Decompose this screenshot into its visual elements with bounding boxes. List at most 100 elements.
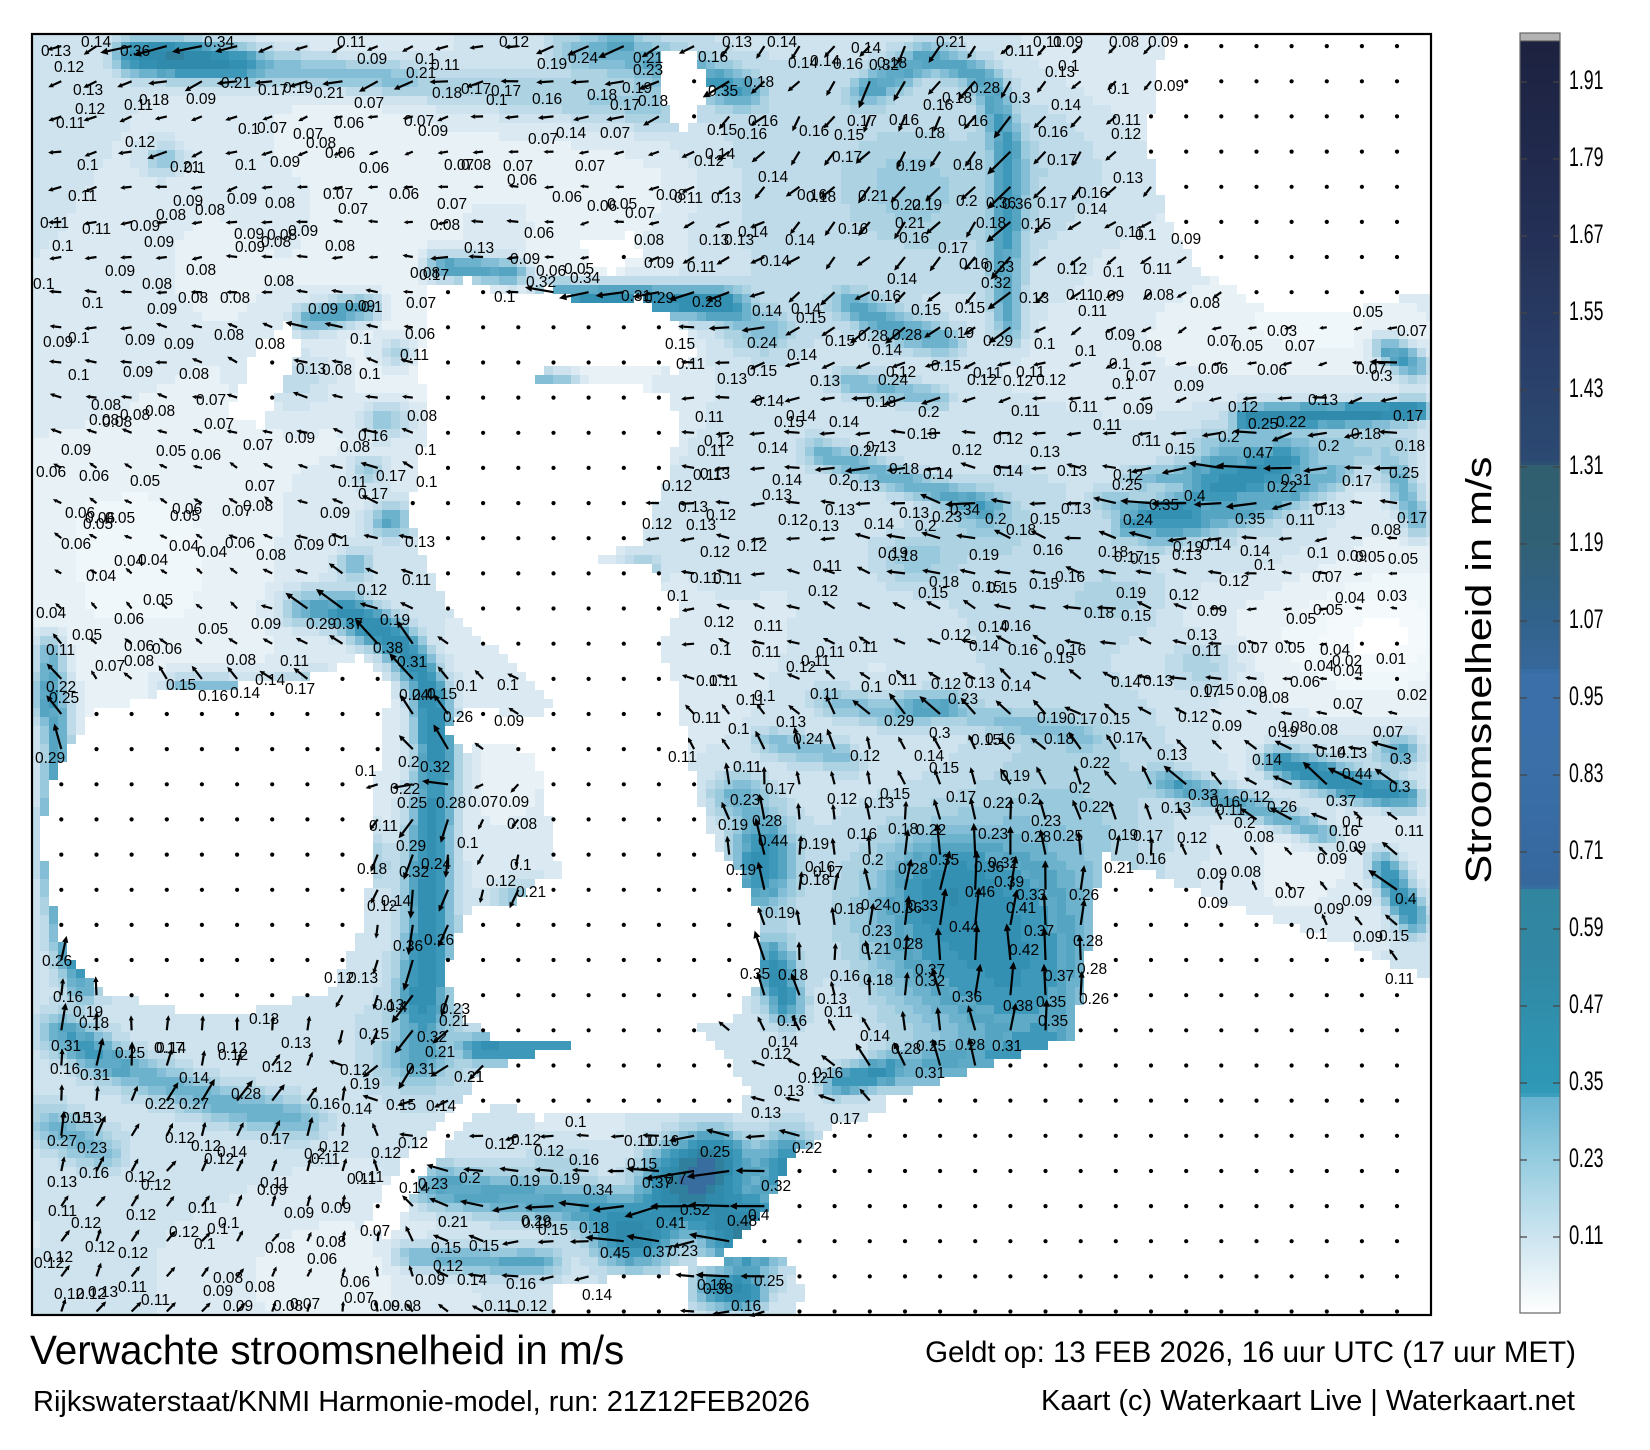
svg-text:0.09: 0.09 bbox=[418, 123, 448, 140]
svg-text:0.05: 0.05 bbox=[1233, 338, 1263, 355]
svg-text:0.22: 0.22 bbox=[1267, 479, 1297, 496]
svg-text:0.18: 0.18 bbox=[1044, 731, 1074, 748]
svg-text:0.08: 0.08 bbox=[156, 207, 186, 224]
svg-text:0.18: 0.18 bbox=[942, 90, 972, 107]
svg-text:0.08: 0.08 bbox=[634, 232, 664, 249]
svg-text:0.23: 0.23 bbox=[1569, 1143, 1604, 1173]
svg-text:0.13: 0.13 bbox=[776, 714, 806, 731]
svg-text:0.11: 0.11 bbox=[347, 1171, 376, 1188]
svg-text:0.59: 0.59 bbox=[1569, 912, 1604, 942]
svg-text:0.12: 0.12 bbox=[54, 1286, 84, 1303]
svg-text:0.4: 0.4 bbox=[748, 1207, 770, 1224]
svg-text:0.28: 0.28 bbox=[891, 1041, 921, 1058]
svg-text:0.1: 0.1 bbox=[184, 160, 206, 177]
svg-text:0.11: 0.11 bbox=[1112, 112, 1141, 129]
svg-text:0.17: 0.17 bbox=[260, 1131, 290, 1148]
svg-text:0.14: 0.14 bbox=[399, 1180, 430, 1197]
svg-text:0.05: 0.05 bbox=[607, 196, 637, 213]
svg-text:0.25: 0.25 bbox=[754, 1273, 784, 1290]
svg-text:0.15: 0.15 bbox=[1030, 511, 1060, 528]
svg-text:0.25: 0.25 bbox=[1053, 828, 1083, 845]
svg-text:0.15: 0.15 bbox=[1165, 441, 1195, 458]
svg-text:0.1: 0.1 bbox=[415, 51, 437, 68]
svg-text:0.33: 0.33 bbox=[1016, 887, 1046, 904]
svg-text:0.09: 0.09 bbox=[235, 239, 265, 256]
svg-text:0.08: 0.08 bbox=[1308, 722, 1338, 739]
svg-text:0.11: 0.11 bbox=[1115, 224, 1144, 241]
svg-text:0.05: 0.05 bbox=[198, 621, 228, 638]
svg-text:1.31: 1.31 bbox=[1569, 450, 1604, 480]
svg-text:0.12: 0.12 bbox=[191, 1138, 221, 1155]
svg-text:0.2: 0.2 bbox=[985, 511, 1007, 528]
svg-text:0.3: 0.3 bbox=[1389, 779, 1411, 796]
svg-text:0.1: 0.1 bbox=[207, 1221, 229, 1238]
svg-text:0.1: 0.1 bbox=[33, 276, 55, 293]
svg-text:0.13: 0.13 bbox=[724, 232, 754, 249]
svg-text:0.19: 0.19 bbox=[73, 1004, 103, 1021]
svg-text:0.14: 0.14 bbox=[887, 271, 918, 288]
svg-text:0.1: 0.1 bbox=[416, 474, 438, 491]
svg-text:0.08: 0.08 bbox=[1132, 338, 1162, 355]
svg-text:0.2: 0.2 bbox=[1018, 791, 1040, 808]
svg-text:0.12: 0.12 bbox=[367, 898, 397, 915]
svg-text:0.07: 0.07 bbox=[1333, 696, 1363, 713]
svg-text:0.12: 0.12 bbox=[34, 1255, 64, 1272]
svg-text:0.2: 0.2 bbox=[398, 754, 420, 771]
svg-text:0.1: 0.1 bbox=[728, 721, 750, 738]
svg-text:0.19: 0.19 bbox=[1108, 827, 1138, 844]
svg-text:0.19: 0.19 bbox=[726, 862, 756, 879]
svg-text:0.12: 0.12 bbox=[952, 442, 982, 459]
svg-text:0.1: 0.1 bbox=[754, 688, 776, 705]
svg-text:0.14: 0.14 bbox=[81, 34, 112, 51]
svg-text:0.21: 0.21 bbox=[516, 884, 546, 901]
svg-text:0.23: 0.23 bbox=[1031, 813, 1061, 830]
svg-text:0.27: 0.27 bbox=[850, 443, 880, 460]
svg-text:0.11: 0.11 bbox=[1143, 261, 1172, 278]
svg-text:0.32: 0.32 bbox=[988, 855, 1018, 872]
svg-text:0.23: 0.23 bbox=[948, 691, 978, 708]
svg-text:0.09: 0.09 bbox=[1197, 866, 1227, 883]
svg-text:0.07: 0.07 bbox=[95, 658, 125, 675]
svg-text:0.37: 0.37 bbox=[915, 962, 945, 979]
svg-text:0.18: 0.18 bbox=[79, 1015, 109, 1032]
svg-text:0.24: 0.24 bbox=[399, 687, 430, 704]
svg-text:0.17: 0.17 bbox=[610, 97, 640, 114]
svg-text:0.37: 0.37 bbox=[1024, 923, 1054, 940]
svg-text:0.23: 0.23 bbox=[862, 923, 892, 940]
svg-text:0.18: 0.18 bbox=[432, 85, 462, 102]
svg-text:0.1: 0.1 bbox=[1109, 356, 1131, 373]
svg-text:0.09: 0.09 bbox=[130, 218, 160, 235]
svg-text:0.26: 0.26 bbox=[1069, 887, 1099, 904]
svg-text:0.07: 0.07 bbox=[1373, 724, 1403, 741]
svg-text:0.01: 0.01 bbox=[1376, 651, 1406, 668]
svg-text:0.22: 0.22 bbox=[983, 795, 1013, 812]
svg-text:0.16: 0.16 bbox=[797, 187, 827, 204]
svg-text:0.05: 0.05 bbox=[143, 592, 173, 609]
svg-text:0.13: 0.13 bbox=[722, 34, 752, 51]
svg-text:0.08: 0.08 bbox=[1259, 690, 1289, 707]
svg-text:0.14: 0.14 bbox=[791, 301, 822, 318]
svg-text:0.4: 0.4 bbox=[1395, 891, 1417, 908]
svg-text:0.18: 0.18 bbox=[1084, 605, 1114, 622]
svg-text:0.23: 0.23 bbox=[932, 509, 962, 526]
svg-text:0.19: 0.19 bbox=[878, 545, 908, 562]
svg-text:0.25: 0.25 bbox=[397, 795, 427, 812]
svg-text:0.11: 0.11 bbox=[1385, 971, 1414, 988]
svg-text:0.09: 0.09 bbox=[1317, 851, 1347, 868]
svg-text:0.46: 0.46 bbox=[965, 884, 995, 901]
svg-text:0.38: 0.38 bbox=[1003, 998, 1033, 1015]
svg-text:0.08: 0.08 bbox=[91, 397, 121, 414]
svg-text:0.07: 0.07 bbox=[290, 1296, 320, 1313]
svg-text:0.12: 0.12 bbox=[1219, 573, 1249, 590]
svg-text:0.13: 0.13 bbox=[88, 1284, 118, 1301]
svg-text:0.16: 0.16 bbox=[1038, 124, 1068, 141]
svg-text:0.11: 0.11 bbox=[402, 572, 431, 589]
svg-text:0.08: 0.08 bbox=[1190, 295, 1220, 312]
svg-text:0.17: 0.17 bbox=[258, 82, 288, 99]
svg-text:1.79: 1.79 bbox=[1569, 142, 1604, 172]
svg-text:0.07: 0.07 bbox=[293, 126, 323, 143]
svg-text:0.13: 0.13 bbox=[72, 1110, 102, 1127]
svg-text:0.12: 0.12 bbox=[324, 970, 354, 987]
svg-text:0.12: 0.12 bbox=[694, 153, 724, 170]
svg-text:0.39: 0.39 bbox=[994, 874, 1024, 891]
